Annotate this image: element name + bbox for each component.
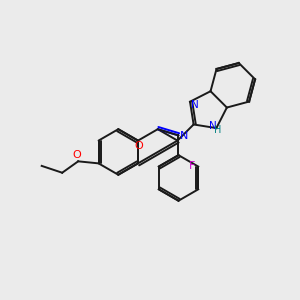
Text: H: H <box>214 125 221 135</box>
Text: N: N <box>191 100 199 110</box>
Text: O: O <box>73 150 82 161</box>
Text: N: N <box>208 121 216 131</box>
Text: F: F <box>189 160 196 171</box>
Text: O: O <box>135 140 143 151</box>
Text: N: N <box>180 131 189 141</box>
